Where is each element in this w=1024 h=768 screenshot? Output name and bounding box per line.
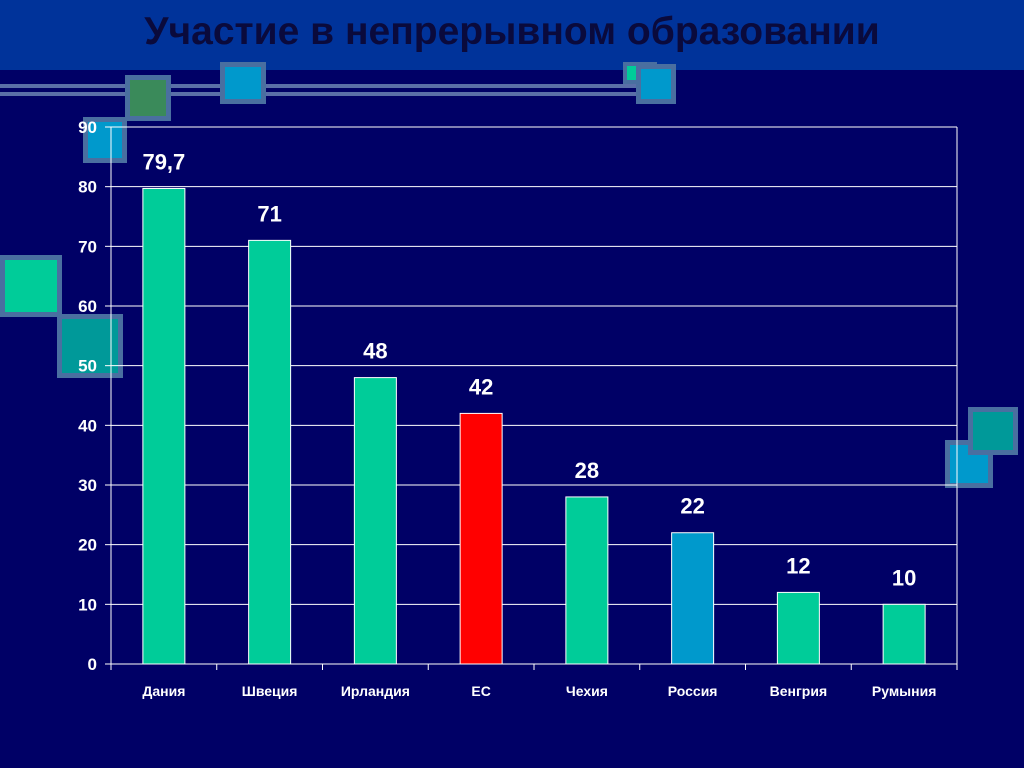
decorative-line: [0, 84, 660, 88]
x-category-label: Швеция: [242, 683, 298, 699]
decorative-square: [83, 117, 127, 163]
bar: [248, 239, 292, 665]
x-category-label: Россия: [668, 683, 718, 699]
decorative-square: [636, 64, 676, 104]
data-label: 10: [892, 565, 916, 590]
y-tick-label: 20: [78, 536, 97, 555]
decorative-square: [57, 314, 123, 378]
y-tick-label: 80: [78, 178, 97, 197]
y-tick-label: 0: [88, 655, 97, 674]
x-category-label: Румыния: [872, 683, 936, 699]
decorative-square: [968, 407, 1018, 455]
y-tick-label: 50: [78, 357, 97, 376]
data-label: 12: [786, 553, 810, 578]
y-tick-label: 70: [78, 237, 97, 256]
data-label: 79,7: [142, 149, 185, 174]
y-tick-label: 30: [78, 476, 97, 495]
bar: [565, 496, 609, 665]
decorative-line: [0, 92, 660, 96]
x-category-label: Ирландия: [341, 683, 410, 699]
data-label: 22: [680, 494, 704, 519]
y-tick-label: 90: [78, 118, 97, 137]
bar: [459, 412, 503, 665]
x-category-label: Дания: [142, 683, 185, 699]
y-tick-label: 60: [78, 297, 97, 316]
decorative-square: [220, 62, 266, 104]
bar: [671, 532, 715, 665]
bar: [882, 603, 926, 665]
title-band: [0, 0, 1024, 70]
bars-layer: [142, 187, 926, 665]
bar: [353, 377, 397, 665]
labels-layer: 0 10 20 30 40 50 60 70 80 90 79,7 Дания 71 Швеция 48 Ир…: [78, 118, 936, 699]
decorative-square: [125, 75, 171, 121]
bar: [776, 591, 820, 665]
y-tick-label: 40: [78, 416, 97, 435]
grid-layer: [105, 126, 958, 670]
slide-title: Участие в непрерывном образовании: [144, 10, 880, 53]
data-label: 42: [469, 374, 493, 399]
x-category-label: ЕС: [471, 683, 490, 699]
bar: [142, 187, 186, 665]
data-label: 48: [363, 339, 387, 364]
x-category-label: Венгрия: [770, 683, 828, 699]
data-label: 28: [575, 458, 599, 483]
x-category-label: Чехия: [566, 683, 608, 699]
data-label: 71: [257, 201, 281, 226]
decorative-square: [0, 255, 62, 317]
y-tick-label: 10: [78, 595, 97, 614]
